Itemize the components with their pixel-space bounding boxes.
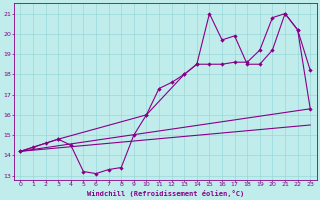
X-axis label: Windchill (Refroidissement éolien,°C): Windchill (Refroidissement éolien,°C) (87, 190, 244, 197)
